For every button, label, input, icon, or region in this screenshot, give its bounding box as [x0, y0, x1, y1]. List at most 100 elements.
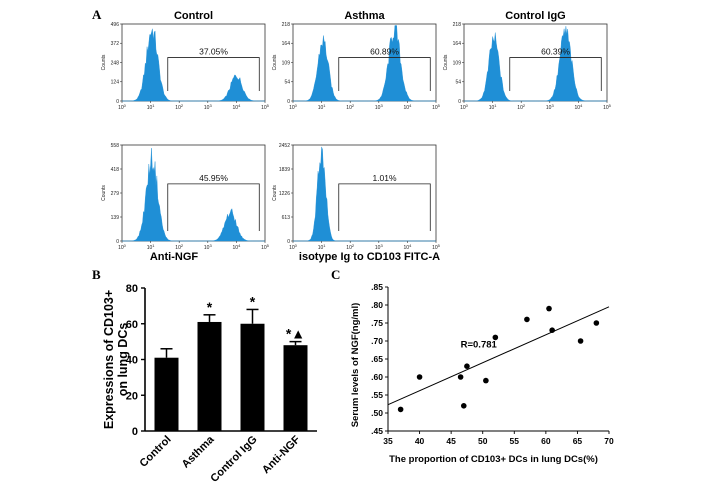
significance-marker: *	[207, 299, 213, 315]
scatter-point	[397, 406, 404, 413]
x-tick-label: 103	[204, 103, 213, 111]
scatter-x-tick-label: 70	[604, 436, 614, 446]
x-tick-exponent: 2	[352, 243, 355, 248]
bar-y-tick-label: 60	[126, 319, 138, 331]
scatter-point	[483, 377, 489, 384]
bar-y-tick-label: 80	[126, 283, 138, 295]
y-tick-label: 218	[282, 22, 291, 28]
bar-y-label-line2: on lung DCs	[116, 323, 130, 397]
histogram-title: Control	[174, 10, 213, 22]
x-tick-base: 10	[175, 245, 181, 251]
x-tick-exponent: 1	[494, 103, 497, 108]
x-tick-label: 104	[404, 103, 413, 111]
scatter-plot: .45 .50 .55 .60 .65 .70 .75 .80 .85 35 40 45 50 55 60 6…	[350, 282, 614, 465]
x-tick-label: 100	[289, 243, 298, 251]
y-tick-label: 54	[455, 80, 461, 86]
x-tick-base: 10	[603, 105, 609, 111]
x-tick-base: 10	[460, 105, 466, 111]
scatter-point	[593, 320, 600, 326]
x-tick-base: 10	[147, 105, 153, 111]
bar-y-tick-label: 0	[132, 426, 138, 438]
y-tick-label: 0	[116, 239, 119, 245]
y-tick-label: 109	[453, 60, 462, 66]
x-tick-label: 100	[289, 103, 298, 111]
bar-category-label: Anti-NGF	[260, 433, 303, 476]
y-tick-label: 109	[282, 60, 291, 66]
scatter-point	[546, 305, 552, 312]
scatter-y-label: Serum levels of NGF(ng/ml)	[350, 303, 361, 428]
y-tick-label: 54	[284, 80, 290, 86]
y-tick-label: 2452	[279, 143, 290, 149]
x-tick-base: 10	[118, 245, 124, 251]
x-tick-label: 103	[375, 103, 384, 111]
x-tick-label: 101	[147, 243, 156, 251]
scatter-point	[457, 374, 464, 380]
correlation-annotation: R=0.781	[461, 339, 498, 350]
scatter-x-tick-label: 50	[478, 436, 488, 446]
scatter-y-tick-label: .50	[371, 408, 383, 418]
x-tick-exponent: 0	[295, 243, 298, 248]
x-tick-label: 105	[432, 243, 441, 251]
x-tick-exponent: 3	[209, 243, 212, 248]
histogram-title: Anti-NGF	[150, 251, 199, 263]
x-tick-label: 102	[346, 103, 355, 111]
x-tick-base: 10	[432, 245, 438, 251]
histogram-area	[122, 28, 265, 102]
x-tick-base: 10	[375, 105, 381, 111]
bar-y-label-line1: Expressions of CD103+	[102, 290, 116, 429]
scatter-y-tick-label: .70	[371, 336, 383, 346]
scatter-x-tick-label: 65	[573, 436, 583, 446]
x-tick-exponent: 5	[438, 243, 441, 248]
scatter-x-tick-label: 60	[541, 436, 551, 446]
x-tick-label: 105	[261, 243, 270, 251]
y-axis-label: Counts	[101, 54, 107, 70]
x-tick-label: 103	[375, 243, 384, 251]
x-tick-exponent: 1	[323, 243, 326, 248]
bar-asthma	[197, 321, 222, 431]
x-tick-label: 102	[517, 103, 526, 111]
x-tick-exponent: 1	[152, 103, 155, 108]
x-tick-base: 10	[404, 245, 410, 251]
histogram-area	[122, 148, 265, 242]
x-tick-label: 104	[404, 243, 413, 251]
scatter-point	[524, 316, 530, 323]
histogram-area	[293, 25, 436, 102]
y-tick-label: 0	[116, 99, 119, 105]
x-tick-label: 105	[603, 103, 612, 111]
histogram-area	[293, 146, 436, 242]
y-tick-label: 613	[282, 215, 291, 221]
histogram-title: Control IgG	[505, 10, 566, 22]
bar-category-label: Control	[137, 434, 173, 470]
gate-percent: 45.95%	[199, 173, 228, 183]
x-tick-label: 102	[175, 243, 184, 251]
x-tick-label: 103	[546, 103, 555, 111]
x-tick-label: 105	[432, 103, 441, 111]
panel-label-c: C	[331, 267, 340, 282]
x-tick-base: 10	[489, 105, 495, 111]
scatter-x-label: The proportion of CD103+ DCs in lung DCs…	[389, 454, 598, 465]
x-tick-base: 10	[517, 105, 523, 111]
x-tick-exponent: 4	[409, 103, 412, 108]
x-tick-exponent: 0	[466, 103, 469, 108]
gate-percent: 60.39%	[541, 47, 570, 57]
x-tick-exponent: 2	[181, 103, 184, 108]
x-tick-label: 101	[489, 103, 498, 111]
bar-y-tick-label: 40	[126, 355, 138, 367]
y-tick-label: 124	[111, 80, 120, 86]
x-tick-exponent: 1	[152, 243, 155, 248]
x-tick-exponent: 1	[323, 103, 326, 108]
x-tick-label: 101	[147, 103, 156, 111]
x-tick-base: 10	[118, 105, 124, 111]
x-tick-label: 104	[575, 103, 584, 111]
panel-label-b: B	[92, 267, 101, 282]
y-tick-label: 0	[458, 99, 461, 105]
scatter-y-tick-label: .55	[371, 390, 383, 400]
x-tick-exponent: 3	[380, 243, 383, 248]
bar-control-igg	[240, 323, 265, 431]
scatter-point	[577, 338, 584, 344]
scatter-point	[549, 327, 555, 334]
scatter-y-tick-label: .45	[371, 426, 383, 436]
x-tick-base: 10	[261, 105, 267, 111]
x-tick-base: 10	[204, 245, 210, 251]
